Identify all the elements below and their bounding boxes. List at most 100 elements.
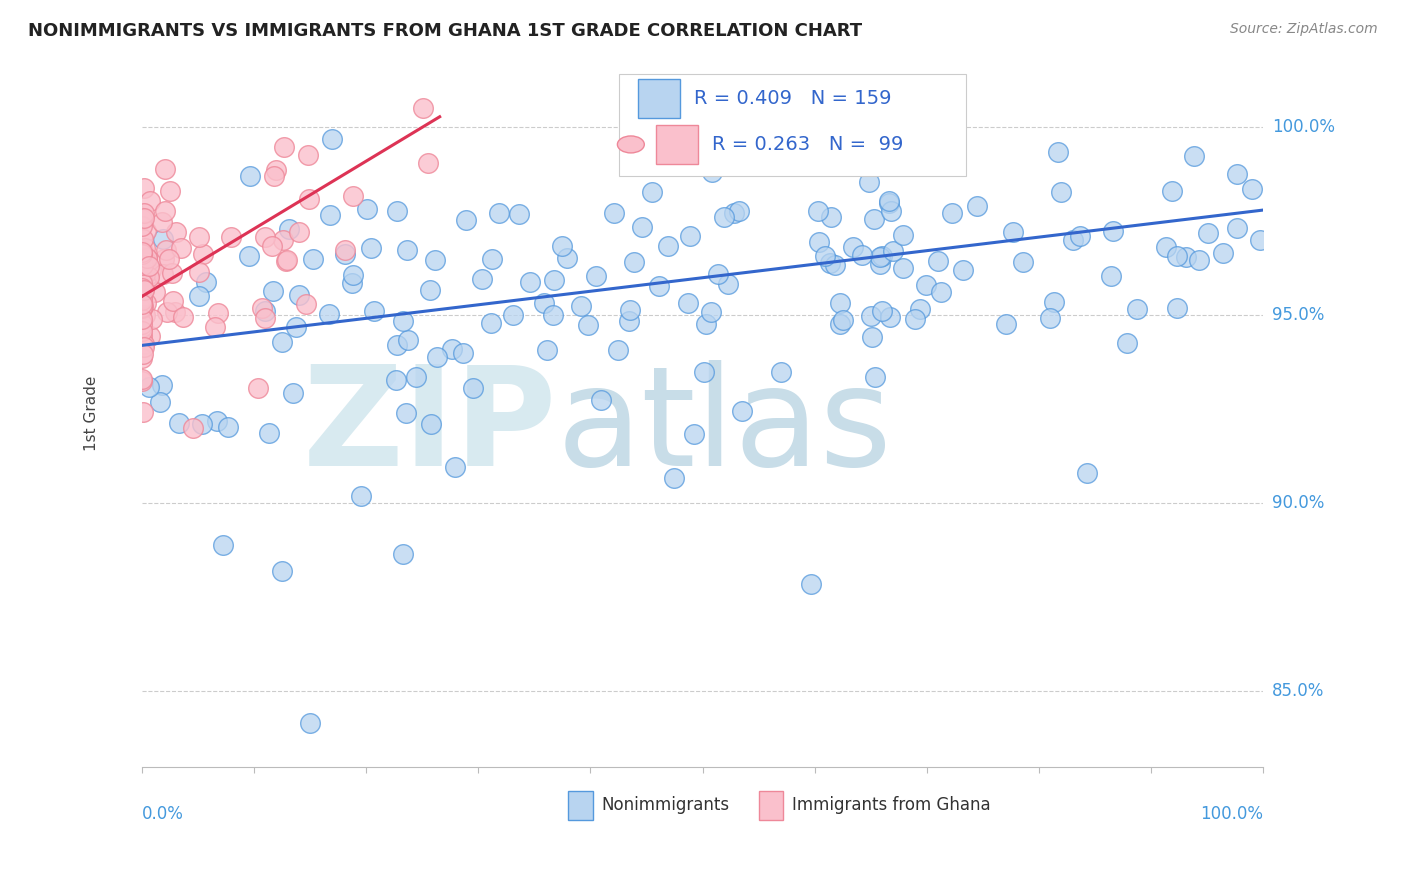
Point (131, 245, 153, 260)
Point (1188, 252, 1211, 267)
Point (349, 489, 371, 503)
Point (893, 228, 915, 243)
Point (276, 254, 298, 268)
Point (195, 275, 218, 289)
Point (135, 296, 157, 310)
Point (723, 206, 745, 220)
Point (181, 421, 204, 435)
Point (617, 314, 640, 328)
Point (132, 244, 155, 259)
Text: Immigrants from Ghana: Immigrants from Ghana (793, 797, 991, 814)
Point (167, 416, 190, 430)
Point (879, 105, 901, 120)
Text: 95.0%: 95.0% (1272, 306, 1324, 325)
Point (131, 317, 153, 331)
Point (152, 232, 174, 246)
Point (271, 335, 294, 350)
Point (277, 221, 299, 235)
Point (541, 308, 564, 322)
Bar (759, 791, 783, 820)
Point (551, 239, 574, 253)
Point (828, 296, 851, 310)
Point (830, 317, 852, 331)
Text: Source: ZipAtlas.com: Source: ZipAtlas.com (1230, 22, 1378, 37)
Point (211, 538, 233, 552)
Point (162, 294, 184, 309)
Point (1241, 182, 1264, 196)
Point (252, 301, 274, 315)
Point (444, 460, 467, 475)
Point (481, 252, 503, 266)
Point (1039, 310, 1062, 325)
Point (1001, 225, 1024, 239)
Point (138, 380, 160, 394)
Point (187, 265, 209, 279)
Point (870, 304, 893, 318)
Point (134, 340, 156, 354)
Point (238, 249, 260, 263)
Point (647, 278, 669, 293)
Point (138, 259, 160, 273)
Point (253, 303, 276, 318)
Point (360, 240, 382, 254)
Point (405, 369, 427, 384)
Point (160, 266, 183, 280)
Point (835, 146, 858, 161)
Point (508, 207, 530, 221)
Point (426, 350, 449, 364)
Point (395, 243, 418, 257)
Point (132, 283, 155, 297)
Point (631, 220, 654, 235)
Point (152, 267, 174, 281)
Point (288, 288, 311, 302)
Point (451, 346, 474, 360)
Point (869, 251, 891, 265)
Point (1050, 185, 1073, 199)
Point (131, 297, 153, 311)
Point (863, 212, 886, 227)
Point (1175, 250, 1198, 264)
Point (207, 306, 229, 320)
Point (153, 161, 176, 176)
Point (157, 252, 180, 267)
Point (131, 301, 153, 316)
Point (131, 312, 153, 326)
Point (143, 285, 166, 300)
Point (479, 316, 502, 330)
Point (1099, 269, 1122, 284)
Point (204, 320, 226, 334)
Point (342, 276, 364, 290)
Point (606, 343, 628, 358)
Point (253, 230, 276, 244)
Point (163, 305, 186, 319)
Point (471, 272, 494, 286)
Point (396, 333, 419, 347)
Point (138, 270, 160, 285)
Point (860, 330, 883, 344)
Point (246, 381, 269, 395)
Point (172, 310, 194, 324)
Circle shape (617, 136, 644, 153)
Point (569, 300, 592, 314)
Point (423, 252, 446, 267)
Point (910, 302, 932, 317)
Point (131, 372, 153, 386)
Point (298, 192, 321, 206)
Point (131, 276, 153, 290)
Point (591, 392, 613, 407)
Point (131, 219, 153, 233)
Point (273, 139, 295, 153)
Point (165, 225, 187, 239)
Point (131, 281, 153, 295)
Point (879, 310, 901, 325)
Point (832, 313, 855, 327)
Point (619, 303, 641, 318)
Point (1076, 466, 1098, 480)
Point (131, 258, 153, 272)
Point (132, 337, 155, 351)
Point (288, 225, 311, 239)
Point (150, 377, 173, 392)
FancyBboxPatch shape (619, 74, 966, 177)
Point (1062, 233, 1084, 247)
Point (131, 271, 153, 285)
